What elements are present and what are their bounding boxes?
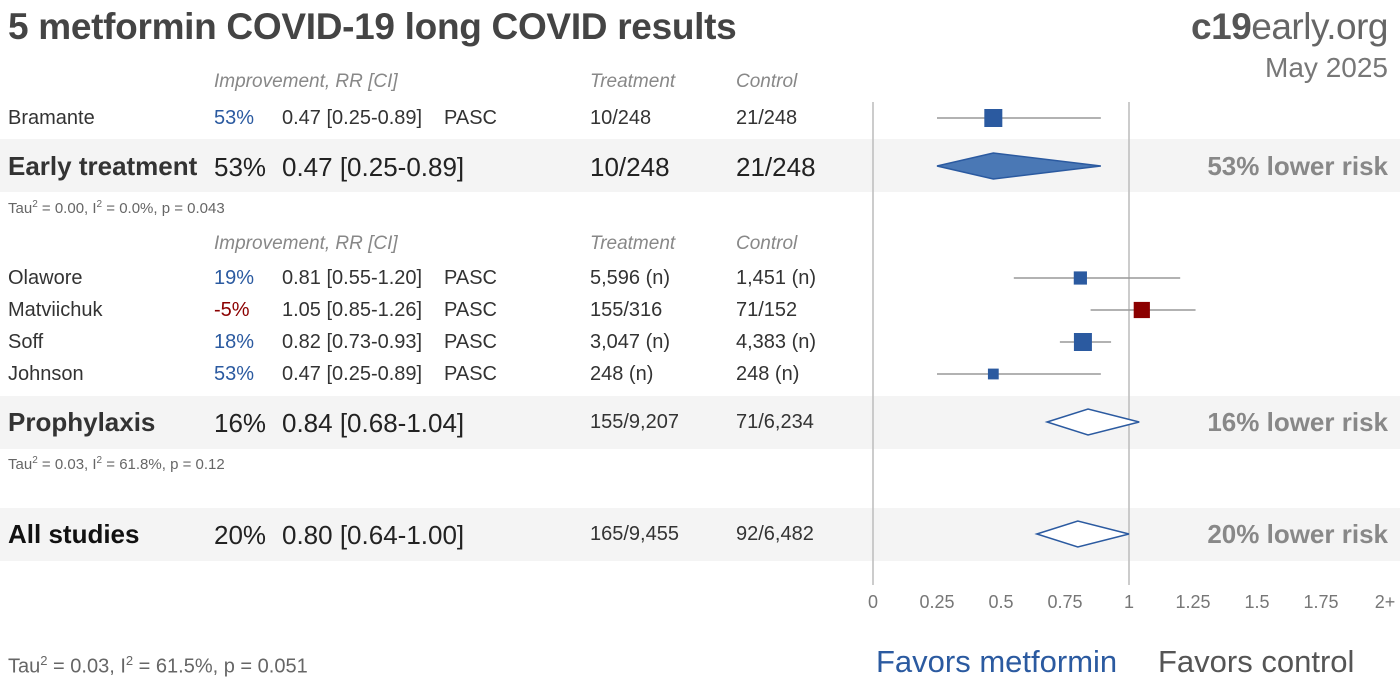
overall-treatment: 165/9,455 (590, 523, 679, 545)
study-marker (1073, 271, 1087, 285)
x-tick-label: 1.75 (1303, 592, 1338, 612)
study-outcome: PASC (444, 363, 497, 385)
study-rr: 1.05 [0.85-1.26] (282, 299, 423, 321)
study-rr: 0.47 [0.25-0.89] (282, 363, 423, 385)
overall-diamond (1034, 520, 1130, 548)
study-marker (984, 109, 1003, 127)
overall-control: 92/6,482 (736, 523, 814, 545)
x-tick-label: 0.25 (919, 592, 954, 612)
study-control: 71/152 (736, 299, 798, 321)
overall-improvement: 20% (214, 520, 267, 550)
study-control: 4,383 (n) (736, 331, 817, 353)
study-improvement: 18% (214, 331, 255, 353)
study-name: Johnson (8, 363, 84, 385)
x-tick-label: 2+ (1375, 592, 1396, 612)
study-marker (987, 368, 999, 380)
early-treatment-diamond (936, 152, 1101, 180)
col-header-treatment: Treatment (590, 71, 676, 92)
study-treatment: 248 (n) (590, 363, 654, 385)
overall-risk-text: 20% lower risk (1207, 519, 1388, 549)
study-treatment: 5,596 (n) (590, 267, 671, 289)
study-improvement: -5% (214, 299, 250, 321)
group-risk-text: 16% lower risk (1207, 407, 1388, 437)
group-improvement: 53% (214, 152, 267, 182)
group-rr: 0.47 [0.25-0.89] (282, 152, 465, 182)
group-label-prophylaxis: Prophylaxis (8, 407, 156, 437)
x-tick-label: 1 (1124, 592, 1134, 612)
early-treatment-band (0, 139, 1400, 192)
study-rr: 0.47 [0.25-0.89] (282, 107, 423, 129)
col-header-improvement: Improvement, RR [CI] (214, 71, 398, 92)
page-title: 5 metformin COVID-19 long COVID results (8, 6, 737, 47)
group-control: 21/248 (736, 152, 816, 182)
group-rr: 0.84 [0.68-1.04] (282, 408, 465, 438)
x-tick-label: 0 (868, 592, 878, 612)
study-control: 248 (n) (736, 363, 800, 385)
favors-left-label: Favors metformin (876, 644, 1118, 679)
brand-logo: c19early.org (1191, 6, 1388, 47)
col-header-improvement: Improvement, RR [CI] (214, 233, 398, 254)
prophylaxis-band (0, 396, 1400, 449)
group-treatment: 155/9,207 (590, 411, 679, 433)
study-rr: 0.81 [0.55-1.20] (282, 267, 423, 289)
overall-heterogeneity-stat: Tau2 = 0.03, I2 = 61.5%, p = 0.051 (8, 653, 308, 678)
x-tick-label: 1.25 (1175, 592, 1210, 612)
study-treatment: 3,047 (n) (590, 331, 671, 353)
overall-label: All studies (8, 519, 140, 549)
study-name: Bramante (8, 107, 95, 129)
col-header-control: Control (736, 233, 798, 254)
group-heterogeneity-stat: Tau2 = 0.00, I2 = 0.0%, p = 0.043 (8, 199, 225, 217)
study-outcome: PASC (444, 107, 497, 129)
study-outcome: PASC (444, 331, 497, 353)
group-label-early-treatment: Early treatment (8, 151, 198, 181)
all-studies-band (0, 508, 1400, 561)
overall-rr: 0.80 [0.64-1.00] (282, 520, 465, 550)
group-control: 71/6,234 (736, 411, 814, 433)
study-marker (1073, 333, 1092, 351)
study-outcome: PASC (444, 267, 497, 289)
prophylaxis-diamond (1044, 408, 1140, 436)
report-date: May 2025 (1265, 52, 1388, 83)
study-marker (1133, 301, 1150, 319)
study-control: 21/248 (736, 107, 798, 129)
study-treatment: 155/316 (590, 299, 663, 321)
study-control: 1,451 (n) (736, 267, 817, 289)
study-treatment: 10/248 (590, 107, 652, 129)
favors-right-label: Favors control (1158, 644, 1355, 679)
col-header-control: Control (736, 71, 798, 92)
study-name: Soff (8, 331, 44, 353)
study-improvement: 19% (214, 267, 255, 289)
study-improvement: 53% (214, 107, 255, 129)
x-tick-label: 1.5 (1244, 592, 1269, 612)
group-treatment: 10/248 (590, 152, 670, 182)
study-rr: 0.82 [0.73-0.93] (282, 331, 423, 353)
group-heterogeneity-stat: Tau2 = 0.03, I2 = 61.8%, p = 0.12 (8, 455, 225, 473)
study-improvement: 53% (214, 363, 255, 385)
x-tick-label: 0.75 (1047, 592, 1082, 612)
group-risk-text: 53% lower risk (1207, 151, 1388, 181)
group-improvement: 16% (214, 408, 267, 438)
study-outcome: PASC (444, 299, 497, 321)
x-tick-label: 0.5 (988, 592, 1013, 612)
study-name: Olawore (8, 267, 83, 289)
study-name: Matviichuk (8, 299, 103, 321)
col-header-treatment: Treatment (590, 233, 676, 254)
